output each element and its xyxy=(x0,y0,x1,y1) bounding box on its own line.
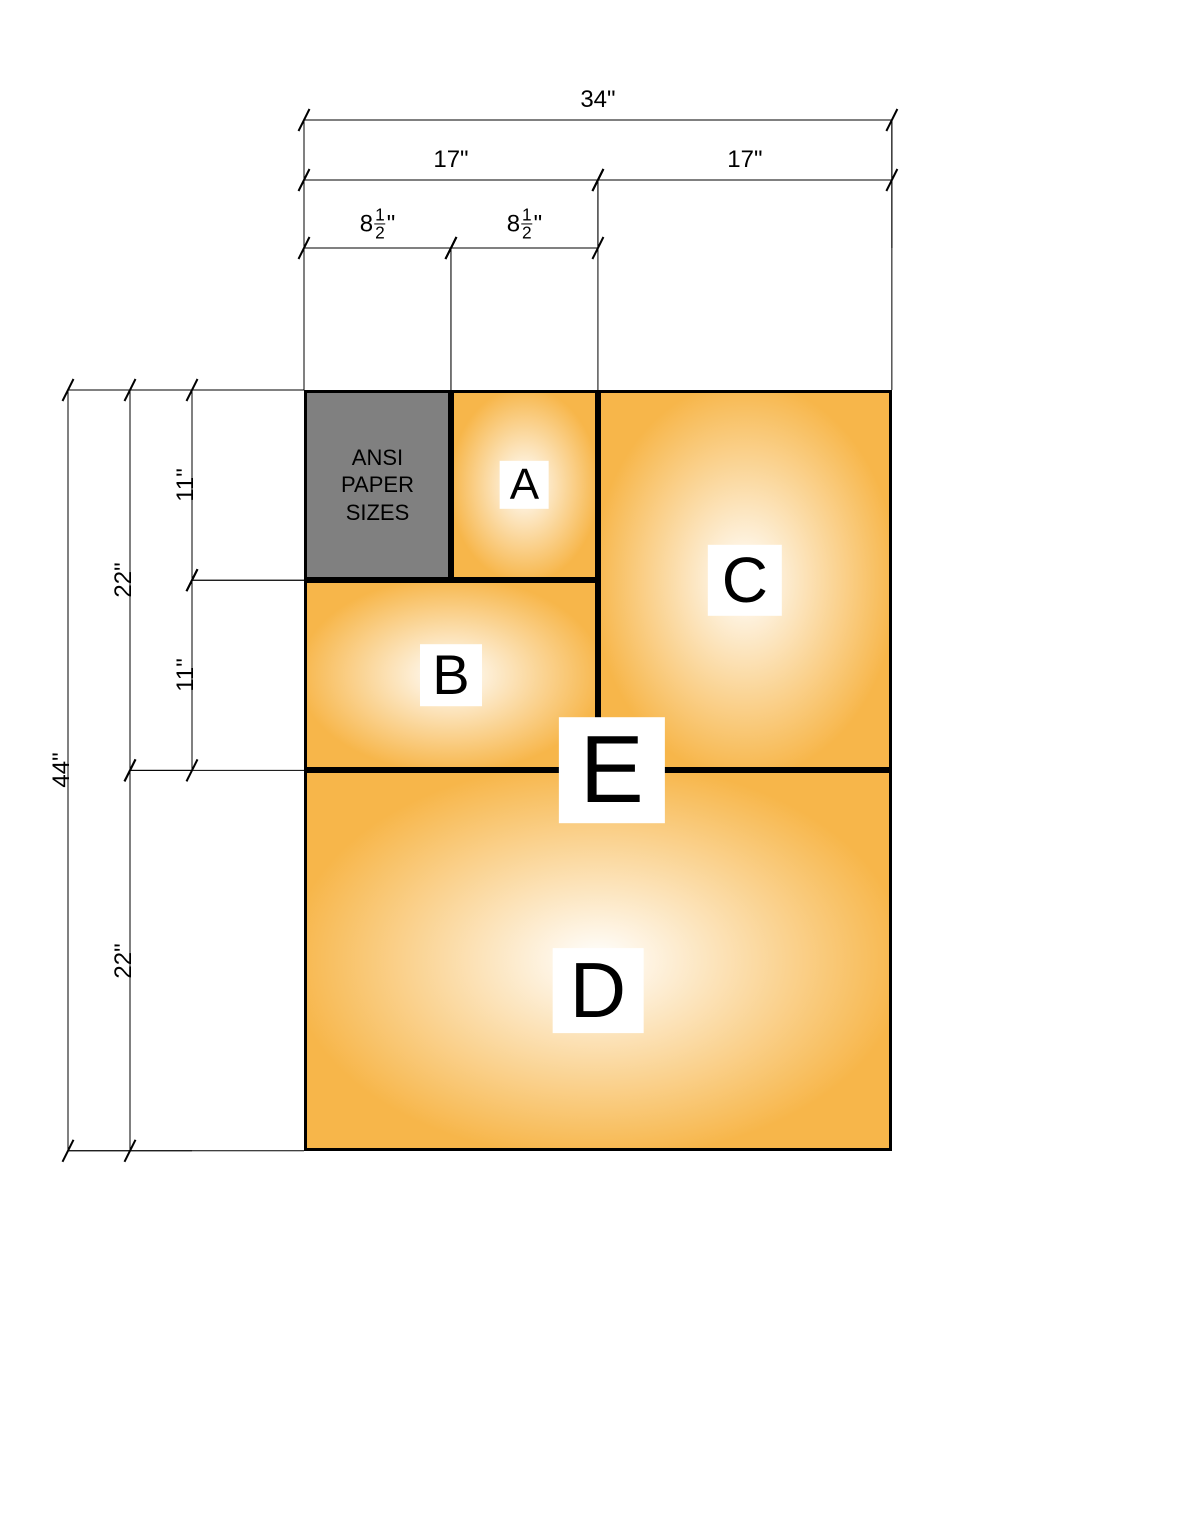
paper-label-e: E xyxy=(559,718,665,824)
title-box: ANSIPAPERSIZES xyxy=(304,390,451,580)
paper-label-b: B xyxy=(420,644,482,706)
dim-top: 812" xyxy=(507,206,543,242)
dim-left: 22" xyxy=(110,943,138,978)
dim-left: 11" xyxy=(172,468,200,501)
dim-top: 34" xyxy=(580,86,615,114)
diagram-canvas: ANSIPAPERSIZES E D C B A 34" 17" 17" 812" 812" 44" 2… xyxy=(0,0,1187,1536)
dim-left: 11" xyxy=(172,659,200,692)
dim-left: 44" xyxy=(48,753,76,788)
diagram-title: ANSIPAPERSIZES xyxy=(341,444,414,527)
paper-label-d: D xyxy=(553,948,644,1034)
dim-top: 17" xyxy=(433,146,468,174)
dim-left: 22" xyxy=(110,563,138,598)
paper-label-a: A xyxy=(500,461,549,509)
dim-top: 17" xyxy=(727,146,762,174)
dim-top: 812" xyxy=(360,206,396,242)
paper-label-c: C xyxy=(708,545,782,615)
